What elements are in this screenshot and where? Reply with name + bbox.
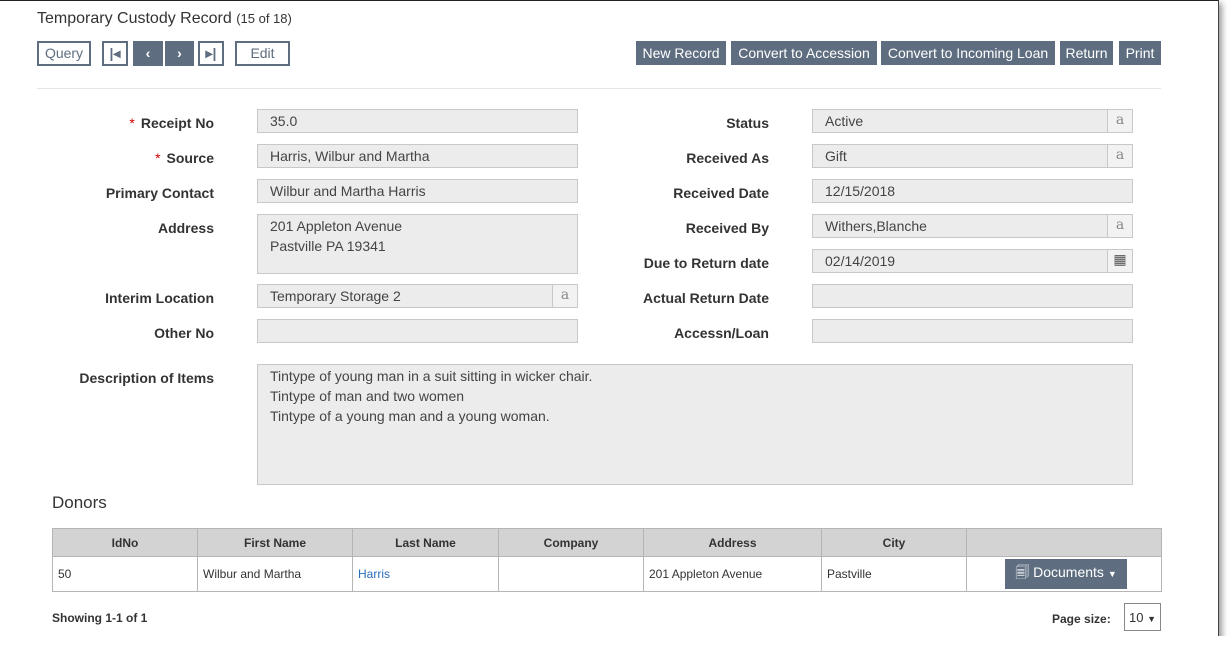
documents-icon: 🗐 <box>1015 564 1030 580</box>
col-address[interactable]: Address <box>643 528 822 557</box>
received-as-field[interactable]: Gift <box>812 144 1108 168</box>
lookup-icon[interactable]: a <box>1107 109 1133 133</box>
last-icon: ▸| <box>205 45 217 61</box>
received-by-field[interactable]: Withers,Blanche <box>812 214 1108 238</box>
caret-down-icon: ▼ <box>1107 569 1117 579</box>
cell-actions: 🗐 Documents ▼ <box>966 556 1162 592</box>
chevron-down-icon: ▼ <box>1147 614 1157 624</box>
interim-location-field[interactable]: Temporary Storage 2 <box>257 284 553 308</box>
accessn-loan-label: Accessn/Loan <box>674 325 769 341</box>
first-record-button[interactable]: |◂ <box>102 41 128 66</box>
record-count: (15 of 18) <box>236 11 292 26</box>
page-size-label: Page size: <box>1052 612 1111 626</box>
lookup-icon[interactable]: a <box>552 284 578 308</box>
actual-return-field[interactable] <box>812 284 1133 308</box>
documents-button[interactable]: 🗐 Documents ▼ <box>1005 559 1127 589</box>
status-field[interactable]: Active <box>812 109 1108 133</box>
lookup-icon[interactable]: a <box>1107 144 1133 168</box>
donors-table: IdNo First Name Last Name Company Addres… <box>52 528 1162 592</box>
cell-address: 201 Appleton Avenue <box>643 556 822 592</box>
torn-edge <box>0 636 1230 660</box>
table-header: IdNo First Name Last Name Company Addres… <box>52 528 1162 557</box>
page-size-select[interactable]: 10 ▼ <box>1124 603 1161 631</box>
received-by-label: Received By <box>685 220 769 236</box>
col-company[interactable]: Company <box>498 528 644 557</box>
print-button[interactable]: Print <box>1119 41 1161 65</box>
due-return-field[interactable]: 02/14/2019 <box>812 249 1108 273</box>
col-first-name[interactable]: First Name <box>197 528 353 557</box>
primary-contact-label: Primary Contact <box>105 185 214 201</box>
received-date-label: Received Date <box>673 185 769 201</box>
chevron-right-icon: › <box>177 45 182 61</box>
description-field[interactable]: Tintype of young man in a suit sitting i… <box>257 364 1133 485</box>
address-field[interactable]: 201 Appleton Avenue Pastville PA 19341 <box>257 214 578 274</box>
other-no-field[interactable] <box>257 319 578 343</box>
next-record-button[interactable]: › <box>165 41 194 66</box>
col-city[interactable]: City <box>821 528 967 557</box>
cell-city: Pastville <box>821 556 967 592</box>
chevron-left-icon: ‹ <box>145 45 151 61</box>
showing-text: Showing 1-1 of 1 <box>52 611 148 625</box>
status-label: Status <box>726 115 769 131</box>
last-record-button[interactable]: ▸| <box>198 41 224 66</box>
primary-contact-field[interactable]: Wilbur and Martha Harris <box>257 179 578 203</box>
first-icon: |◂ <box>109 45 121 61</box>
source-label: * Source <box>155 150 214 166</box>
title-text: Temporary Custody Record <box>37 10 232 27</box>
cell-company <box>498 556 644 592</box>
other-no-label: Other No <box>154 325 214 341</box>
received-as-label: Received As <box>686 150 769 166</box>
receipt-no-label: * Receipt No <box>129 115 214 131</box>
cell-idno: 50 <box>52 556 198 592</box>
lookup-icon[interactable]: a <box>1107 214 1133 238</box>
cell-first-name: Wilbur and Martha <box>197 556 353 592</box>
address-label: Address <box>157 220 214 236</box>
table-row: 50 Wilbur and Martha Harris 201 Appleton… <box>52 556 1162 592</box>
interim-location-label: Interim Location <box>105 290 214 306</box>
prev-record-button[interactable]: ‹ <box>133 41 163 66</box>
divider <box>37 88 1161 89</box>
calendar-icon[interactable]: ▦ <box>1107 249 1133 273</box>
receipt-no-field[interactable]: 35.0 <box>257 109 578 133</box>
source-field[interactable]: Harris, Wilbur and Martha <box>257 144 578 168</box>
due-return-label: Due to Return date <box>643 255 769 271</box>
return-button[interactable]: Return <box>1060 41 1113 65</box>
last-name-link[interactable]: Harris <box>358 567 390 581</box>
col-idno[interactable]: IdNo <box>52 528 198 557</box>
col-actions <box>966 528 1162 557</box>
col-last-name[interactable]: Last Name <box>352 528 499 557</box>
page-title: Temporary Custody Record (15 of 18) <box>37 10 292 28</box>
convert-accession-button[interactable]: Convert to Accession <box>731 41 877 65</box>
record-window: Temporary Custody Record (15 of 18) Quer… <box>0 0 1219 643</box>
query-button[interactable]: Query <box>37 41 91 66</box>
new-record-button[interactable]: New Record <box>636 41 726 65</box>
cell-last-name: Harris <box>352 556 499 592</box>
description-label: Description of Items <box>79 370 214 386</box>
convert-loan-button[interactable]: Convert to Incoming Loan <box>881 41 1055 65</box>
actual-return-label: Actual Return Date <box>642 290 769 306</box>
received-date-field[interactable]: 12/15/2018 <box>812 179 1133 203</box>
donors-heading: Donors <box>52 493 107 512</box>
accessn-loan-field[interactable] <box>812 319 1133 343</box>
edit-button[interactable]: Edit <box>235 41 290 66</box>
